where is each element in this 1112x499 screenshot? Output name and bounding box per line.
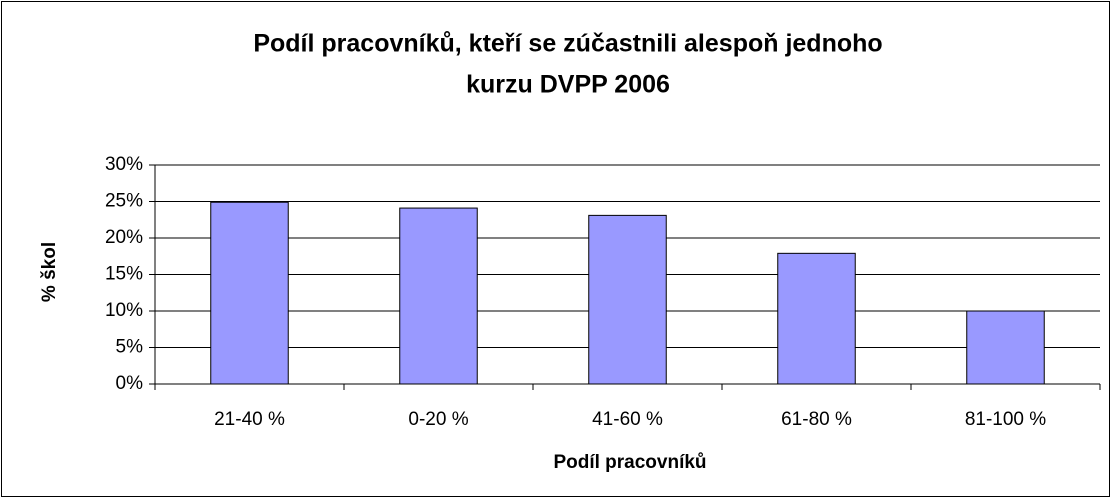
x-axis-label: Podíl pracovníků xyxy=(553,452,706,473)
y-tick-label: 30% xyxy=(105,154,143,175)
x-tick-label: 81-100 % xyxy=(965,409,1046,430)
y-axis-label: % škol xyxy=(39,242,60,302)
x-tick-label: 61-80 % xyxy=(781,409,852,430)
bar xyxy=(777,252,856,385)
bar xyxy=(966,310,1045,385)
y-tick-label: 0% xyxy=(116,373,144,394)
y-tick-label: 5% xyxy=(116,337,144,358)
chart-title: kurzu DVPP 2006 xyxy=(466,71,670,99)
y-tick-label: 10% xyxy=(105,300,143,321)
chart-title: Podíl pracovníků, kteří se zúčastnili al… xyxy=(253,30,882,58)
y-tick-label: 15% xyxy=(105,264,143,285)
x-tick-label: 0-20 % xyxy=(408,409,468,430)
y-tick-label: 25% xyxy=(105,191,143,212)
x-tick-label: 21-40 % xyxy=(214,409,285,430)
bar xyxy=(210,201,289,385)
bar xyxy=(399,207,478,385)
bar xyxy=(588,214,667,385)
y-tick-label: 20% xyxy=(105,227,143,248)
x-tick-label: 41-60 % xyxy=(592,409,663,430)
